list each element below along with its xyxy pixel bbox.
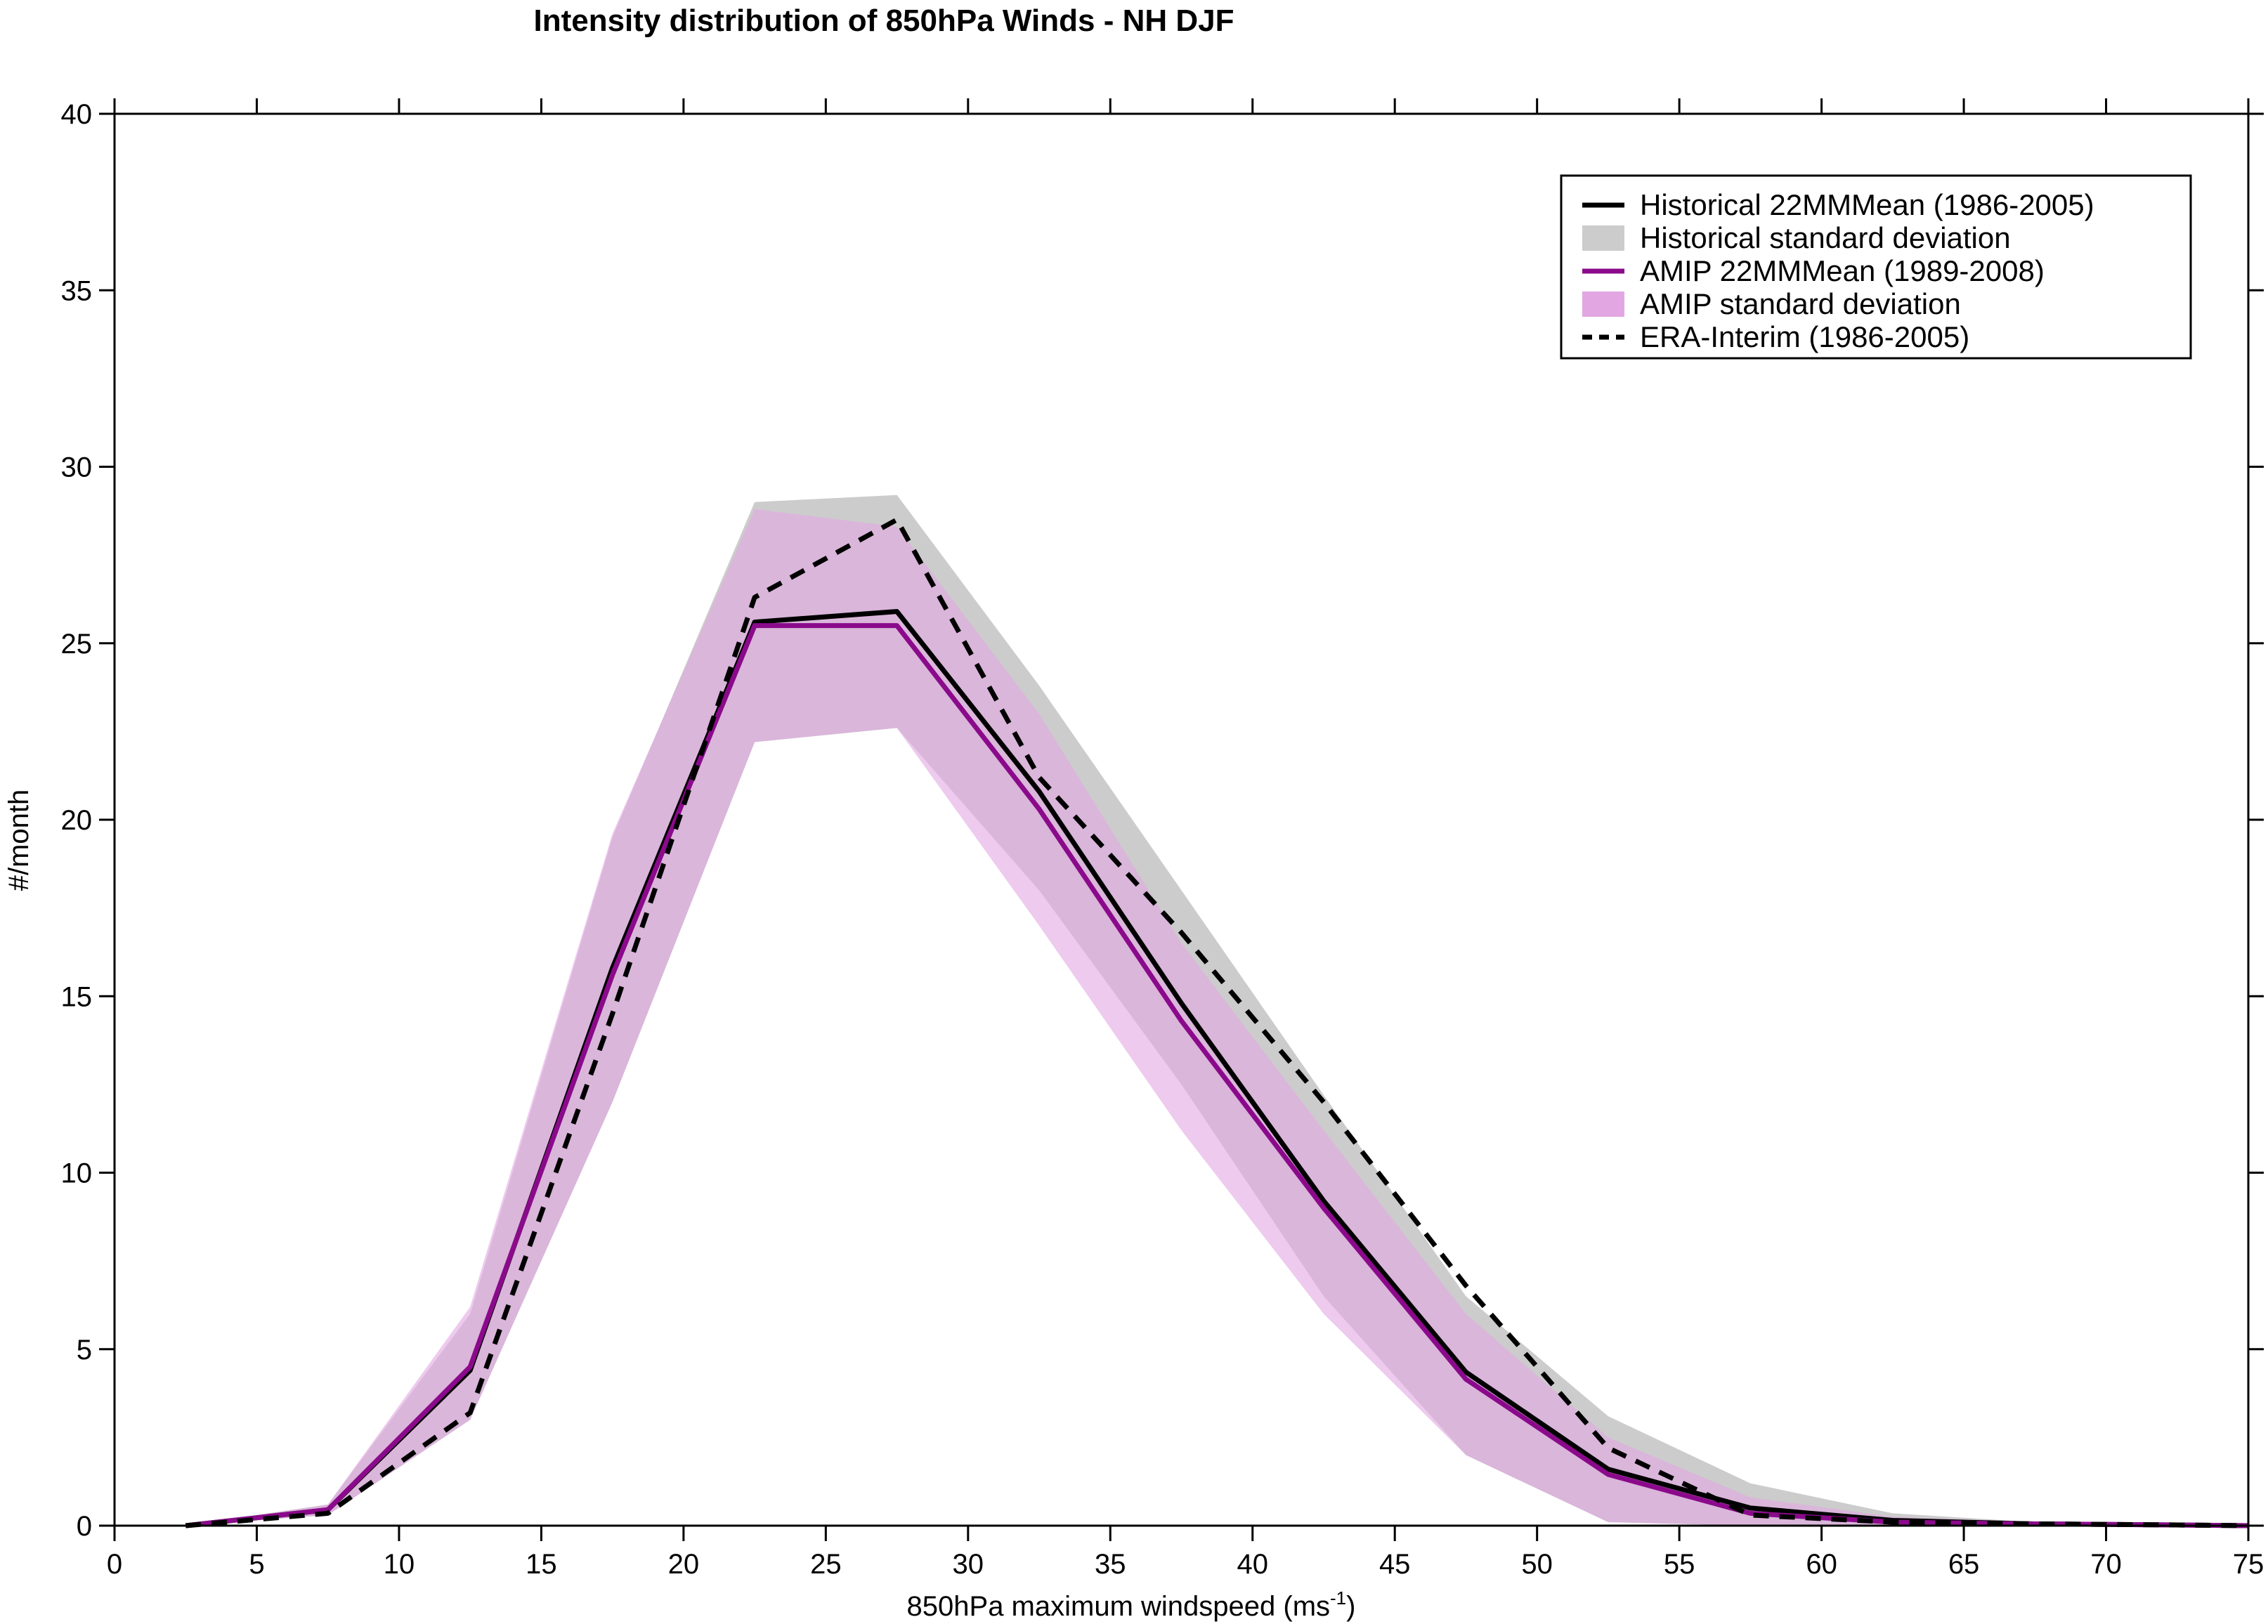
y-tick-label: 20 — [61, 805, 93, 836]
legend: Historical 22MMMean (1986-2005)Historica… — [1560, 174, 2192, 360]
y-tick-label: 40 — [61, 99, 93, 130]
x-tick-label: 50 — [1521, 1549, 1553, 1580]
x-axis-label: 850hPa maximum windspeed (ms-1) — [907, 1587, 1356, 1622]
legend-label: ERA-Interim (1986-2005) — [1640, 320, 1969, 353]
plot-area — [185, 495, 2249, 1528]
legend-box — [1560, 174, 2192, 360]
x-tick-label: 25 — [810, 1549, 842, 1580]
legend-swatch — [1582, 292, 1624, 317]
x-axis-label-main: 850hPa maximum windspeed (ms — [907, 1591, 1330, 1622]
x-tick-label: 60 — [1806, 1549, 1837, 1580]
y-tick-label: 10 — [61, 1158, 93, 1189]
x-tick-label: 30 — [953, 1549, 984, 1580]
axes: 0 5 10 15 20 25 30 35 40 45 50 55 60 65 70 75 0 5 10 15 20 25… — [61, 98, 2264, 1580]
x-tick-label: 70 — [2090, 1549, 2122, 1580]
x-tick-label: 40 — [1237, 1549, 1268, 1580]
legend-entry: Historical 22MMMean (1986-2005) — [1582, 188, 2094, 221]
y-tick-label: 0 — [77, 1511, 92, 1542]
y-tick-label: 15 — [61, 981, 93, 1012]
chart-title: Intensity distribution of 850hPa Winds -… — [533, 4, 1234, 38]
legend-entry: Historical standard deviation — [1582, 221, 2011, 254]
legend-label: AMIP 22MMMean (1989-2008) — [1640, 254, 2045, 287]
x-tick-label: 10 — [384, 1549, 415, 1580]
x-tick-label: 55 — [1664, 1549, 1695, 1580]
y-tick-label: 25 — [61, 629, 93, 660]
x-tick-label: 15 — [526, 1549, 557, 1580]
y-tick-label: 30 — [61, 452, 93, 483]
x-axis-label-close: ) — [1346, 1591, 1355, 1622]
x-tick-label: 45 — [1379, 1549, 1411, 1580]
y-axis-label: #/month — [4, 790, 34, 891]
legend-entry: ERA-Interim (1986-2005) — [1582, 320, 1969, 353]
legend-entry: AMIP 22MMMean (1989-2008) — [1582, 254, 2045, 287]
legend-label: Historical 22MMMean (1986-2005) — [1640, 188, 2094, 221]
x-tick-label: 75 — [2233, 1549, 2264, 1580]
legend-label: Historical standard deviation — [1640, 221, 2011, 254]
y-tick-label: 5 — [77, 1335, 92, 1366]
x-tick-label: 0 — [107, 1549, 122, 1580]
x-tick-label: 5 — [249, 1549, 264, 1580]
legend-entry: AMIP standard deviation — [1582, 287, 1961, 320]
era-interim-line — [185, 517, 2249, 1528]
band-amip-std — [185, 509, 2248, 1526]
y-tick-label: 35 — [61, 275, 93, 306]
legend-swatch — [1582, 225, 1624, 251]
x-tick-label: 35 — [1095, 1549, 1126, 1580]
x-tick-label: 65 — [1948, 1549, 1980, 1580]
x-axis-label-sup: -1 — [1330, 1587, 1346, 1609]
legend-label: AMIP standard deviation — [1640, 287, 1961, 320]
x-tick-label: 20 — [668, 1549, 700, 1580]
